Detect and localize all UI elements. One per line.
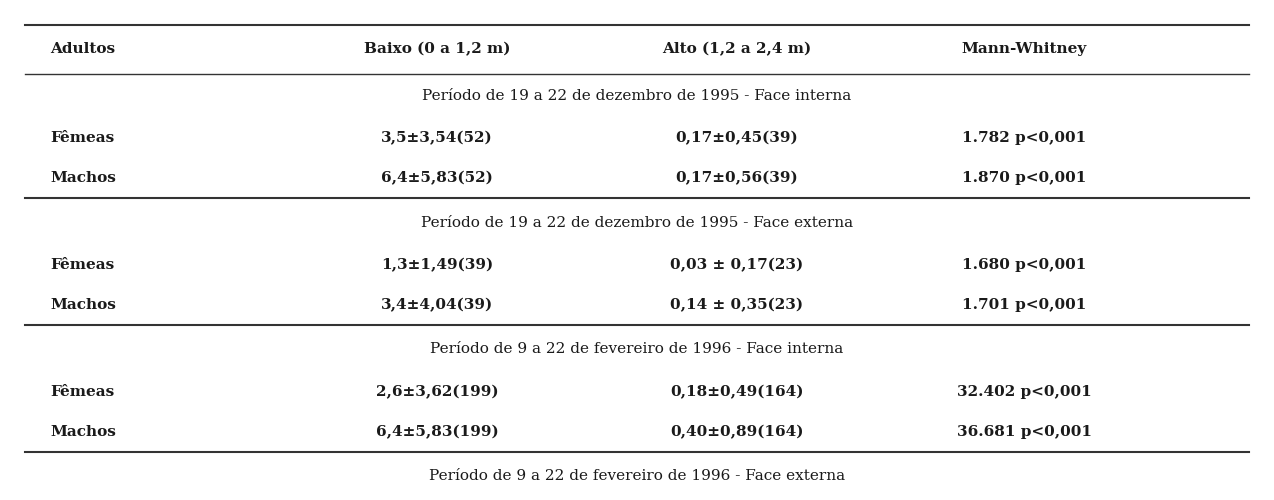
Text: Alto (1,2 a 2,4 m): Alto (1,2 a 2,4 m) xyxy=(662,42,812,56)
Text: Período de 19 a 22 de dezembro de 1995 - Face interna: Período de 19 a 22 de dezembro de 1995 -… xyxy=(423,88,851,102)
Text: 0,40±0,89(164): 0,40±0,89(164) xyxy=(670,424,804,439)
Text: 1.782 p<0,001: 1.782 p<0,001 xyxy=(962,131,1087,145)
Text: Fêmeas: Fêmeas xyxy=(50,384,115,398)
Text: 0,18±0,49(164): 0,18±0,49(164) xyxy=(670,384,804,398)
Text: 32.402 p<0,001: 32.402 p<0,001 xyxy=(957,384,1092,398)
Text: 1,3±1,49(39): 1,3±1,49(39) xyxy=(381,258,493,272)
Text: Período de 19 a 22 de dezembro de 1995 - Face externa: Período de 19 a 22 de dezembro de 1995 -… xyxy=(420,216,854,230)
Text: 6,4±5,83(199): 6,4±5,83(199) xyxy=(376,424,498,439)
Text: Período de 9 a 22 de fevereiro de 1996 - Face externa: Período de 9 a 22 de fevereiro de 1996 -… xyxy=(429,470,845,484)
Text: Machos: Machos xyxy=(50,425,116,439)
Text: 1.870 p<0,001: 1.870 p<0,001 xyxy=(962,171,1087,185)
Text: Adultos: Adultos xyxy=(50,42,116,56)
Text: Fêmeas: Fêmeas xyxy=(50,131,115,145)
Text: 6,4±5,83(52): 6,4±5,83(52) xyxy=(381,171,493,185)
Text: Machos: Machos xyxy=(50,298,116,312)
Text: 0,14 ± 0,35(23): 0,14 ± 0,35(23) xyxy=(670,298,804,312)
Text: 36.681 p<0,001: 36.681 p<0,001 xyxy=(957,425,1092,439)
Text: Machos: Machos xyxy=(50,171,116,185)
Text: Fêmeas: Fêmeas xyxy=(50,258,115,272)
Text: Período de 9 a 22 de fevereiro de 1996 - Face interna: Período de 9 a 22 de fevereiro de 1996 -… xyxy=(431,342,843,356)
Text: 0,03 ± 0,17(23): 0,03 ± 0,17(23) xyxy=(670,258,804,272)
Text: 0,17±0,45(39): 0,17±0,45(39) xyxy=(675,130,799,145)
Text: 3,5±3,54(52): 3,5±3,54(52) xyxy=(381,130,493,145)
Text: 1.680 p<0,001: 1.680 p<0,001 xyxy=(962,258,1087,272)
Text: Baixo (0 a 1,2 m): Baixo (0 a 1,2 m) xyxy=(364,42,511,56)
Text: 3,4±4,04(39): 3,4±4,04(39) xyxy=(381,298,493,312)
Text: 1.701 p<0,001: 1.701 p<0,001 xyxy=(962,298,1087,312)
Text: Mann-Whitney: Mann-Whitney xyxy=(962,42,1087,56)
Text: 2,6±3,62(199): 2,6±3,62(199) xyxy=(376,384,498,398)
Text: 0,17±0,56(39): 0,17±0,56(39) xyxy=(675,171,799,185)
